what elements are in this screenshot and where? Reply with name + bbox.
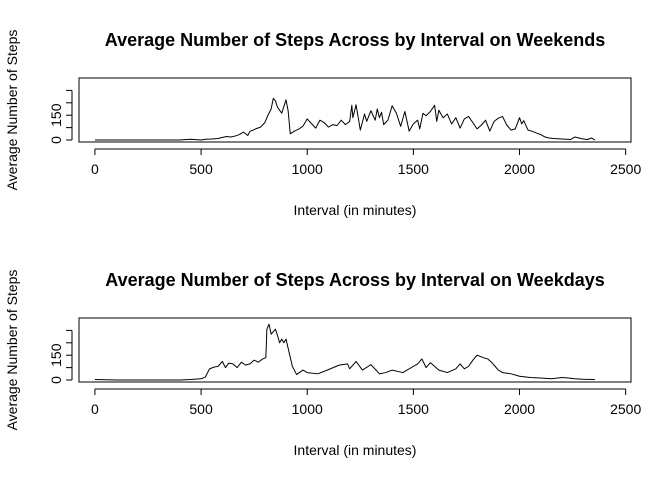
x-tick-label-weekends: 2500: [610, 161, 641, 177]
y-axis-label-weekends: Average Number of Steps: [4, 30, 20, 191]
x-tick-label-weekdays: 500: [189, 401, 213, 417]
x-tick-label-weekends: 0: [91, 161, 99, 177]
y-tick-label-weekdays: 150: [48, 343, 64, 367]
plot-frame-weekends: [78, 77, 632, 143]
y-axis-label-weekdays: Average Number of Steps: [4, 270, 20, 431]
x-tick-label-weekends: 2000: [504, 161, 535, 177]
y-tick-label-weekends: 150: [48, 103, 64, 127]
x-tick-label-weekends: 1500: [398, 161, 429, 177]
panel-weekends: Average Number of Steps Across by Interv…: [4, 30, 641, 218]
x-axis-weekdays: 0 500 1000 1500 2000 2500: [91, 388, 641, 417]
chart-title-weekends: Average Number of Steps Across by Interv…: [105, 30, 606, 50]
x-tick-label-weekdays: 1500: [398, 401, 429, 417]
plot-frame-weekdays: [78, 317, 632, 383]
y-tick-label-weekdays: 0: [48, 376, 64, 384]
panel-weekdays: Average Number of Steps Across by Interv…: [4, 270, 641, 458]
series-line-weekends: [94, 97, 596, 141]
y-tick-label-weekends: 0: [48, 136, 64, 144]
x-axis-weekends: 0 500 1000 1500 2000 2500: [91, 148, 641, 177]
x-tick-label-weekends: 500: [189, 161, 213, 177]
chart-title-weekdays: Average Number of Steps Across by Interv…: [105, 270, 605, 290]
x-tick-label-weekdays: 1000: [292, 401, 323, 417]
y-axis-weekdays: 0 150: [48, 329, 73, 384]
x-tick-label-weekdays: 0: [91, 401, 99, 417]
x-axis-label-weekends: Interval (in minutes): [294, 202, 417, 218]
y-axis-weekends: 0 150: [48, 89, 73, 144]
series-line-weekdays: [94, 323, 595, 381]
x-tick-label-weekdays: 2000: [504, 401, 535, 417]
x-tick-label-weekdays: 2500: [610, 401, 641, 417]
x-tick-label-weekends: 1000: [292, 161, 323, 177]
x-axis-label-weekdays: Interval (in minutes): [294, 442, 417, 458]
